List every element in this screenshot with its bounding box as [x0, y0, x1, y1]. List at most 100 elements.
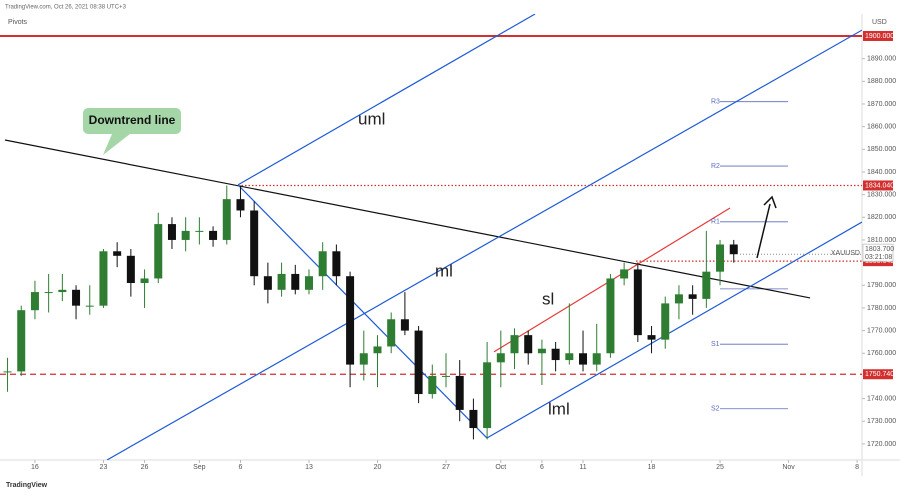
pivot-label: R3 — [711, 99, 720, 106]
footer-bar — [0, 476, 900, 494]
price-tag-label: 1750.740 — [865, 371, 894, 378]
arrow-head — [763, 195, 777, 209]
candle-body — [154, 224, 163, 279]
candle-body — [332, 251, 341, 277]
price-tag-label: 1834.040 — [865, 182, 894, 189]
last-price-tag — [862, 243, 894, 262]
candle-body — [181, 230, 190, 240]
y-tick-label: 1840.000 — [867, 169, 896, 176]
pivot-label: S2 — [711, 406, 720, 413]
candle-body — [442, 375, 451, 377]
x-tick-label: Nov — [782, 464, 795, 471]
candle-body — [702, 271, 711, 299]
candle-body — [30, 292, 39, 311]
candle-body — [674, 294, 683, 304]
y-tick-label: 1850.000 — [867, 146, 896, 153]
candle-body — [209, 230, 218, 240]
candle-body — [318, 251, 327, 277]
last-price-label: 1803.700 — [865, 246, 894, 253]
candle-body — [729, 244, 738, 255]
candle-body — [688, 294, 697, 299]
x-tick-label: 8 — [855, 464, 859, 471]
symbol-label: XAUUSD — [831, 250, 860, 257]
candle-body — [85, 305, 94, 307]
line-label: uml — [358, 109, 385, 128]
candle-body — [496, 353, 505, 363]
candle-body — [400, 319, 409, 331]
candle-body — [414, 330, 423, 395]
candle-body — [661, 303, 670, 340]
price-tag — [863, 180, 893, 191]
candle-body — [3, 371, 12, 373]
candle-body — [469, 409, 478, 429]
candle-body — [592, 353, 601, 365]
candle-body — [716, 244, 725, 272]
candle-body — [44, 292, 53, 294]
x-tick-label: 18 — [648, 464, 656, 471]
y-tick-label: 1740.000 — [867, 395, 896, 402]
candle-body — [620, 269, 629, 279]
candle-body — [58, 289, 67, 293]
plot — [0, 14, 862, 460]
price-tag — [863, 30, 893, 41]
line-label: ml — [435, 261, 453, 280]
y-tick-label: 1870.000 — [867, 101, 896, 108]
pivot-label: R2 — [711, 163, 720, 170]
price-tag — [863, 369, 893, 380]
y-tick-label: 1760.000 — [867, 350, 896, 357]
pivot-label: S1 — [711, 341, 720, 348]
x-tick-label: 27 — [442, 464, 450, 471]
candle-body — [565, 353, 574, 361]
arrow — [756, 203, 771, 259]
x-tick-label: 26 — [141, 464, 149, 471]
callout-text: Downtrend line — [89, 113, 176, 127]
currency: USD — [872, 19, 887, 26]
y-tick-label: 1860.000 — [867, 123, 896, 130]
candle-body — [250, 210, 259, 277]
y-tick-label: 1890.000 — [867, 55, 896, 62]
trend-line — [486, 221, 862, 439]
candle-body — [647, 335, 656, 340]
candle-body — [483, 362, 492, 429]
countdown: 03:21:08 — [865, 254, 892, 261]
y-tick-label: 1880.000 — [867, 78, 896, 85]
trend-line — [106, 29, 862, 460]
x-tick-label: Oct — [495, 464, 506, 471]
price-tag-label: 1900.000 — [865, 33, 894, 40]
line-label: sl — [542, 289, 554, 308]
candle-body — [291, 273, 300, 290]
y-tick-label: 1730.000 — [867, 418, 896, 425]
candle-body — [236, 199, 245, 211]
candle-body — [263, 276, 272, 290]
logo: TradingView — [6, 482, 48, 489]
candle-body — [126, 255, 135, 284]
x-tick-label: 13 — [305, 464, 313, 471]
y-tick-label: 1820.000 — [867, 214, 896, 221]
candle-body — [277, 273, 286, 290]
line-label: lml — [548, 399, 570, 418]
annotations: Downtrend line uml ml lml sl — [83, 108, 777, 418]
candle-body — [72, 289, 81, 306]
candle-body — [167, 224, 176, 240]
header: TradingView.com, Oct 26, 2021 08:38 UTC+… — [5, 5, 127, 11]
candle-body — [99, 251, 108, 306]
y-tick-label: 1770.000 — [867, 327, 896, 334]
candle-body — [195, 230, 204, 232]
candle-body — [222, 199, 231, 240]
candle-body — [373, 346, 382, 354]
x-tick-label: 25 — [716, 464, 724, 471]
candle-body — [387, 319, 396, 347]
y-tick-label: 1810.000 — [867, 237, 896, 244]
candle-body — [537, 348, 546, 354]
candle-body — [510, 335, 519, 354]
trend-line — [4, 139, 811, 299]
x-tick-label: 6 — [239, 464, 243, 471]
y-tick-label: 1830.000 — [867, 191, 896, 198]
candle-body — [17, 310, 26, 372]
candle-body — [455, 375, 464, 410]
x-tick-label: 20 — [374, 464, 382, 471]
y-tick-label: 1790.000 — [867, 282, 896, 289]
candle-body — [140, 278, 149, 284]
candle-body — [359, 353, 368, 365]
